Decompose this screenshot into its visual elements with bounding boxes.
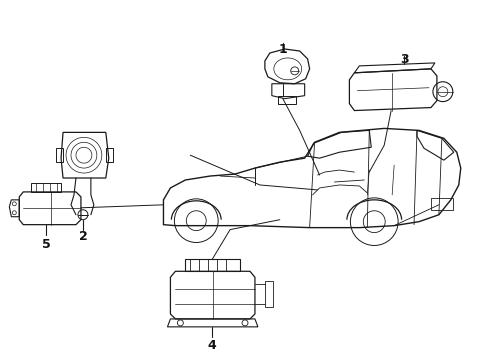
Bar [185, 260, 240, 271]
Text: 4: 4 [207, 339, 216, 352]
Bar [264, 281, 272, 307]
Text: 5: 5 [41, 238, 50, 251]
Text: 1: 1 [278, 43, 286, 56]
Bar [277, 96, 295, 104]
Text: 2: 2 [79, 230, 87, 243]
Text: 3: 3 [399, 53, 407, 66]
Bar [31, 183, 61, 192]
Bar [430, 198, 452, 210]
